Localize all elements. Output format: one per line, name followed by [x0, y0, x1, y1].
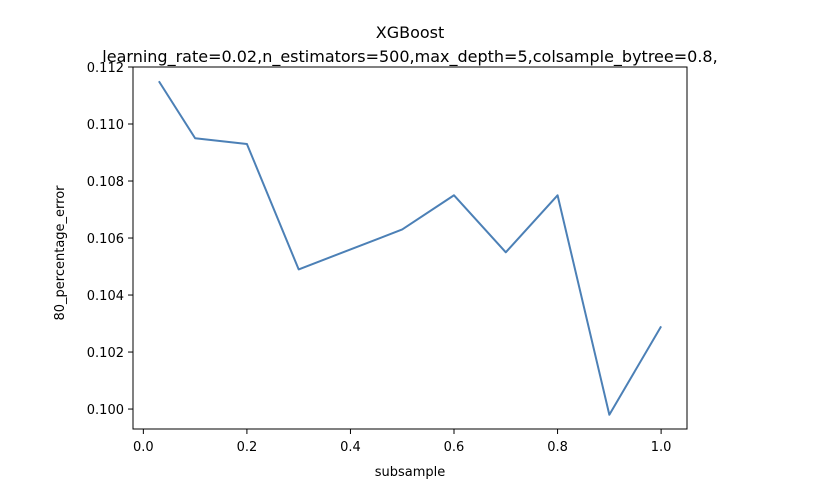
x-tick-label: 0.8	[547, 440, 568, 455]
y-tick-label: 0.108	[87, 175, 124, 190]
y-tick-label: 0.112	[87, 61, 124, 76]
x-tick-label: 1.0	[651, 440, 672, 455]
plot-area: 0.0 0.2 0.4 0.6 0.8 1.0 0.100 0.102 0.104 0.106 0.…	[87, 61, 688, 455]
y-tick-label: 0.100	[87, 403, 124, 418]
y-tick-label: 0.102	[87, 346, 124, 361]
y-tick-label: 0.106	[87, 232, 124, 247]
plot-frame	[132, 66, 688, 430]
x-tick-label: 0.2	[237, 440, 258, 455]
y-tick-label: 0.104	[87, 289, 124, 304]
x-tick-label: 0.4	[340, 440, 361, 455]
x-axis-label: subsample	[375, 465, 446, 480]
x-tick-label: 0.6	[444, 440, 465, 455]
y-tick-label: 0.110	[87, 118, 124, 133]
chart-title: XGBoost	[376, 23, 445, 42]
series-line	[158, 80, 662, 416]
x-tick-label: 0.0	[133, 440, 154, 455]
chart-subtitle: learning_rate=0.02,n_estimators=500,max_…	[102, 47, 717, 67]
y-axis-label: 80_percentage_error	[53, 185, 68, 321]
